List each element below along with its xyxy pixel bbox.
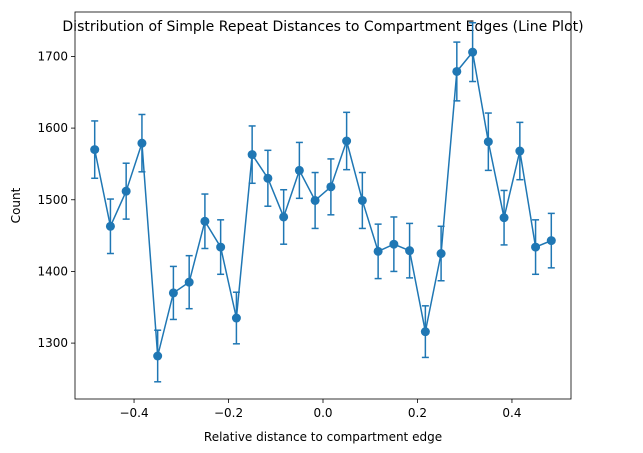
y-tick-label: 1700	[37, 49, 68, 63]
chart-title: Distribution of Simple Repeat Distances …	[62, 19, 583, 35]
y-tick-label: 1400	[37, 264, 68, 278]
data-point	[279, 212, 289, 222]
y-tick-label: 1500	[37, 193, 68, 207]
data-point	[483, 137, 493, 147]
x-tick-label: −0.4	[119, 406, 148, 420]
data-point	[389, 239, 399, 249]
data-point	[153, 351, 163, 361]
data-point	[294, 165, 304, 175]
data-point	[200, 216, 210, 226]
data-point	[357, 195, 367, 205]
data-point	[342, 136, 352, 146]
data-point	[137, 138, 147, 148]
data-point	[326, 182, 336, 192]
data-point	[105, 221, 115, 231]
x-tick-label: 0.0	[313, 406, 332, 420]
data-point	[452, 66, 462, 76]
y-tick-label: 1600	[37, 121, 68, 135]
data-point	[121, 186, 131, 196]
plot-marks	[90, 22, 556, 383]
x-axis-ticks: −0.4 −0.2 0.0 0.2 0.4	[119, 399, 521, 420]
data-point	[231, 313, 241, 323]
data-point	[546, 236, 556, 246]
x-tick-label: 0.2	[408, 406, 427, 420]
y-axis-label: Count	[9, 187, 23, 223]
data-point	[436, 249, 446, 259]
data-point	[247, 150, 257, 160]
data-point	[90, 145, 100, 155]
data-point	[184, 277, 194, 287]
data-point	[373, 246, 383, 256]
data-point	[468, 47, 478, 57]
data-point	[515, 146, 525, 156]
data-point	[168, 288, 178, 298]
plot-area-frame	[74, 11, 572, 400]
x-axis-label: Relative distance to compartment edge	[204, 430, 442, 444]
data-point	[405, 246, 415, 256]
y-tick-label: 1300	[37, 336, 68, 350]
data-point	[420, 327, 430, 337]
data-point	[263, 173, 273, 183]
data-point	[216, 242, 226, 252]
x-tick-label: 0.4	[502, 406, 521, 420]
x-tick-label: −0.2	[214, 406, 243, 420]
y-axis-ticks: 1300 1400 1500 1600 1700	[37, 49, 75, 350]
data-point	[499, 213, 509, 223]
data-point	[531, 242, 541, 252]
data-point	[310, 195, 320, 205]
series-line	[93, 50, 552, 357]
